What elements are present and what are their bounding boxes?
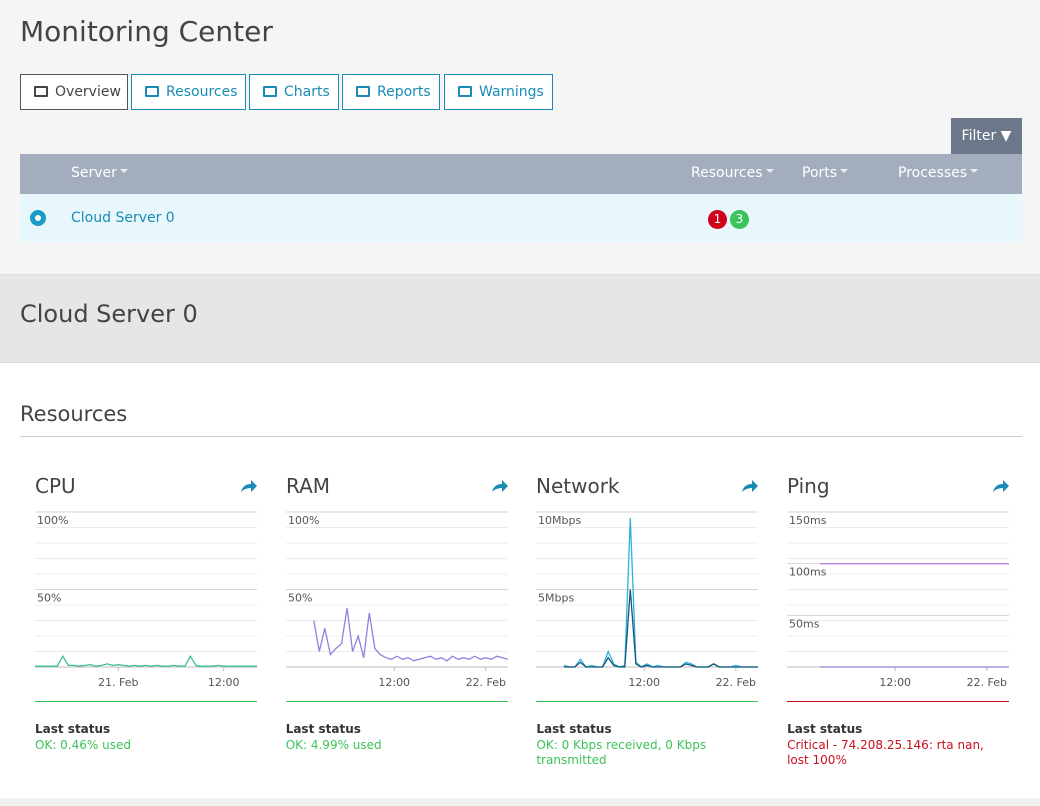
y-tick-label: 150ms (789, 514, 827, 527)
column-header[interactable]: Resources (691, 165, 774, 181)
status-bar (35, 701, 257, 704)
table-header: Server Resources Ports Processes (20, 154, 1022, 194)
chart-card: RAM 50% 100% 12:00 22. Feb Last status OK: 4.9… (285, 470, 508, 753)
status: Last status OK: 4.99% used (286, 722, 508, 753)
x-tick-label: 12:00 (208, 676, 240, 689)
open-icon[interactable] (491, 480, 508, 492)
tab-label: Reports (377, 84, 431, 100)
chart-title: RAM (286, 474, 330, 498)
tab-label: Warnings (479, 84, 544, 100)
status-text: Critical - 74.208.25.146: rta nan, lost … (787, 738, 984, 767)
chart-title: Ping (787, 474, 830, 498)
tab[interactable]: Resources (131, 74, 246, 110)
x-tick-label: 12:00 (879, 676, 911, 689)
x-tick-label: 22. Feb (967, 676, 1007, 689)
divider (20, 436, 1022, 437)
tab-label: Overview (55, 84, 121, 100)
open-icon[interactable] (241, 480, 257, 492)
tab-icon (263, 86, 277, 97)
chart: RAM 50% 100% 12:00 22. Feb (285, 474, 508, 704)
section-title: Resources (20, 402, 128, 426)
chart: Network 5Mbps 10Mbps 12:00 22. Feb (536, 474, 759, 704)
x-tick-label: 21. Feb (98, 676, 138, 689)
radio[interactable] (30, 210, 46, 226)
tab-icon (458, 86, 472, 97)
y-tick-label: 50% (288, 592, 312, 605)
tab-icon (356, 86, 370, 97)
status-bar (285, 701, 508, 704)
server-link[interactable]: Cloud Server 0 (71, 210, 175, 226)
series-line (35, 654, 257, 667)
tab[interactable]: Overview (20, 74, 128, 110)
page-title: Monitoring Center (20, 15, 273, 48)
x-tick-label: 22. Feb (716, 676, 756, 689)
status: Last status OK: 0 Kbps received, 0 Kbps t… (536, 722, 758, 768)
y-tick-label: 5Mbps (538, 592, 574, 605)
status: Last status Critical - 74.208.25.146: rta… (787, 722, 1009, 768)
tab[interactable]: Warnings (444, 74, 553, 110)
y-tick-label: 100% (288, 514, 319, 527)
filter-button[interactable]: Filter ▼ (951, 118, 1022, 154)
chart-card: CPU 50% 100% 21. Feb 12:00 Last status OK: 0.4… (35, 470, 257, 753)
status-label: Last status (35, 722, 111, 736)
y-tick-label: 50ms (789, 617, 820, 630)
tab[interactable]: Reports (342, 74, 440, 110)
y-tick-label: 100ms (789, 566, 827, 579)
server-band (0, 275, 1040, 363)
tab-label: Charts (284, 84, 330, 100)
open-icon[interactable] (993, 480, 1010, 492)
x-tick-label: 12:00 (378, 676, 410, 689)
chart: Ping 50ms 100ms 150ms 12:00 22. Feb (787, 474, 1010, 704)
status-label: Last status (536, 722, 612, 736)
status-text: OK: 0.46% used (35, 738, 131, 752)
status-label: Last status (285, 722, 361, 736)
column-header[interactable]: Server (71, 165, 128, 181)
x-tick-label: 12:00 (629, 676, 661, 689)
chart-card: Network 5Mbps 10Mbps 12:00 22. Feb Last statu… (536, 470, 759, 768)
alert-badge: 3 (730, 210, 749, 229)
chart-title: Network (536, 474, 620, 498)
series-line (564, 589, 759, 668)
series-line (564, 518, 759, 668)
y-tick-label: 50% (37, 592, 61, 605)
status-text: OK: 0 Kbps received, 0 Kbps transmitted (536, 738, 707, 767)
chart: CPU 50% 100% 21. Feb 12:00 (35, 474, 257, 704)
series-line (312, 607, 508, 662)
column-header[interactable]: Ports (802, 165, 848, 181)
status-bar (787, 701, 1010, 704)
y-tick-label: 10Mbps (538, 514, 581, 527)
status-bar (536, 701, 759, 704)
chart-card: Ping 50ms 100ms 150ms 12:00 22. Feb Last statu… (787, 470, 1010, 768)
filter-label: Filter (961, 128, 997, 144)
status-text: OK: 4.99% used (285, 738, 382, 752)
tab-icon (34, 86, 48, 97)
chart-title: CPU (35, 474, 76, 498)
open-icon[interactable] (742, 480, 759, 492)
status: Last status OK: 0.46% used (35, 722, 257, 753)
column-header[interactable]: Processes (898, 165, 978, 181)
x-tick-label: 22. Feb (465, 676, 505, 689)
tab[interactable]: Charts (249, 74, 339, 110)
status-label: Last status (787, 722, 863, 736)
alert-badge: 1 (708, 210, 727, 229)
tab-icon (145, 86, 159, 97)
server-title: Cloud Server 0 (20, 300, 198, 328)
y-tick-label: 100% (37, 514, 68, 527)
footer-strip (0, 798, 1040, 806)
tab-label: Resources (166, 84, 238, 100)
